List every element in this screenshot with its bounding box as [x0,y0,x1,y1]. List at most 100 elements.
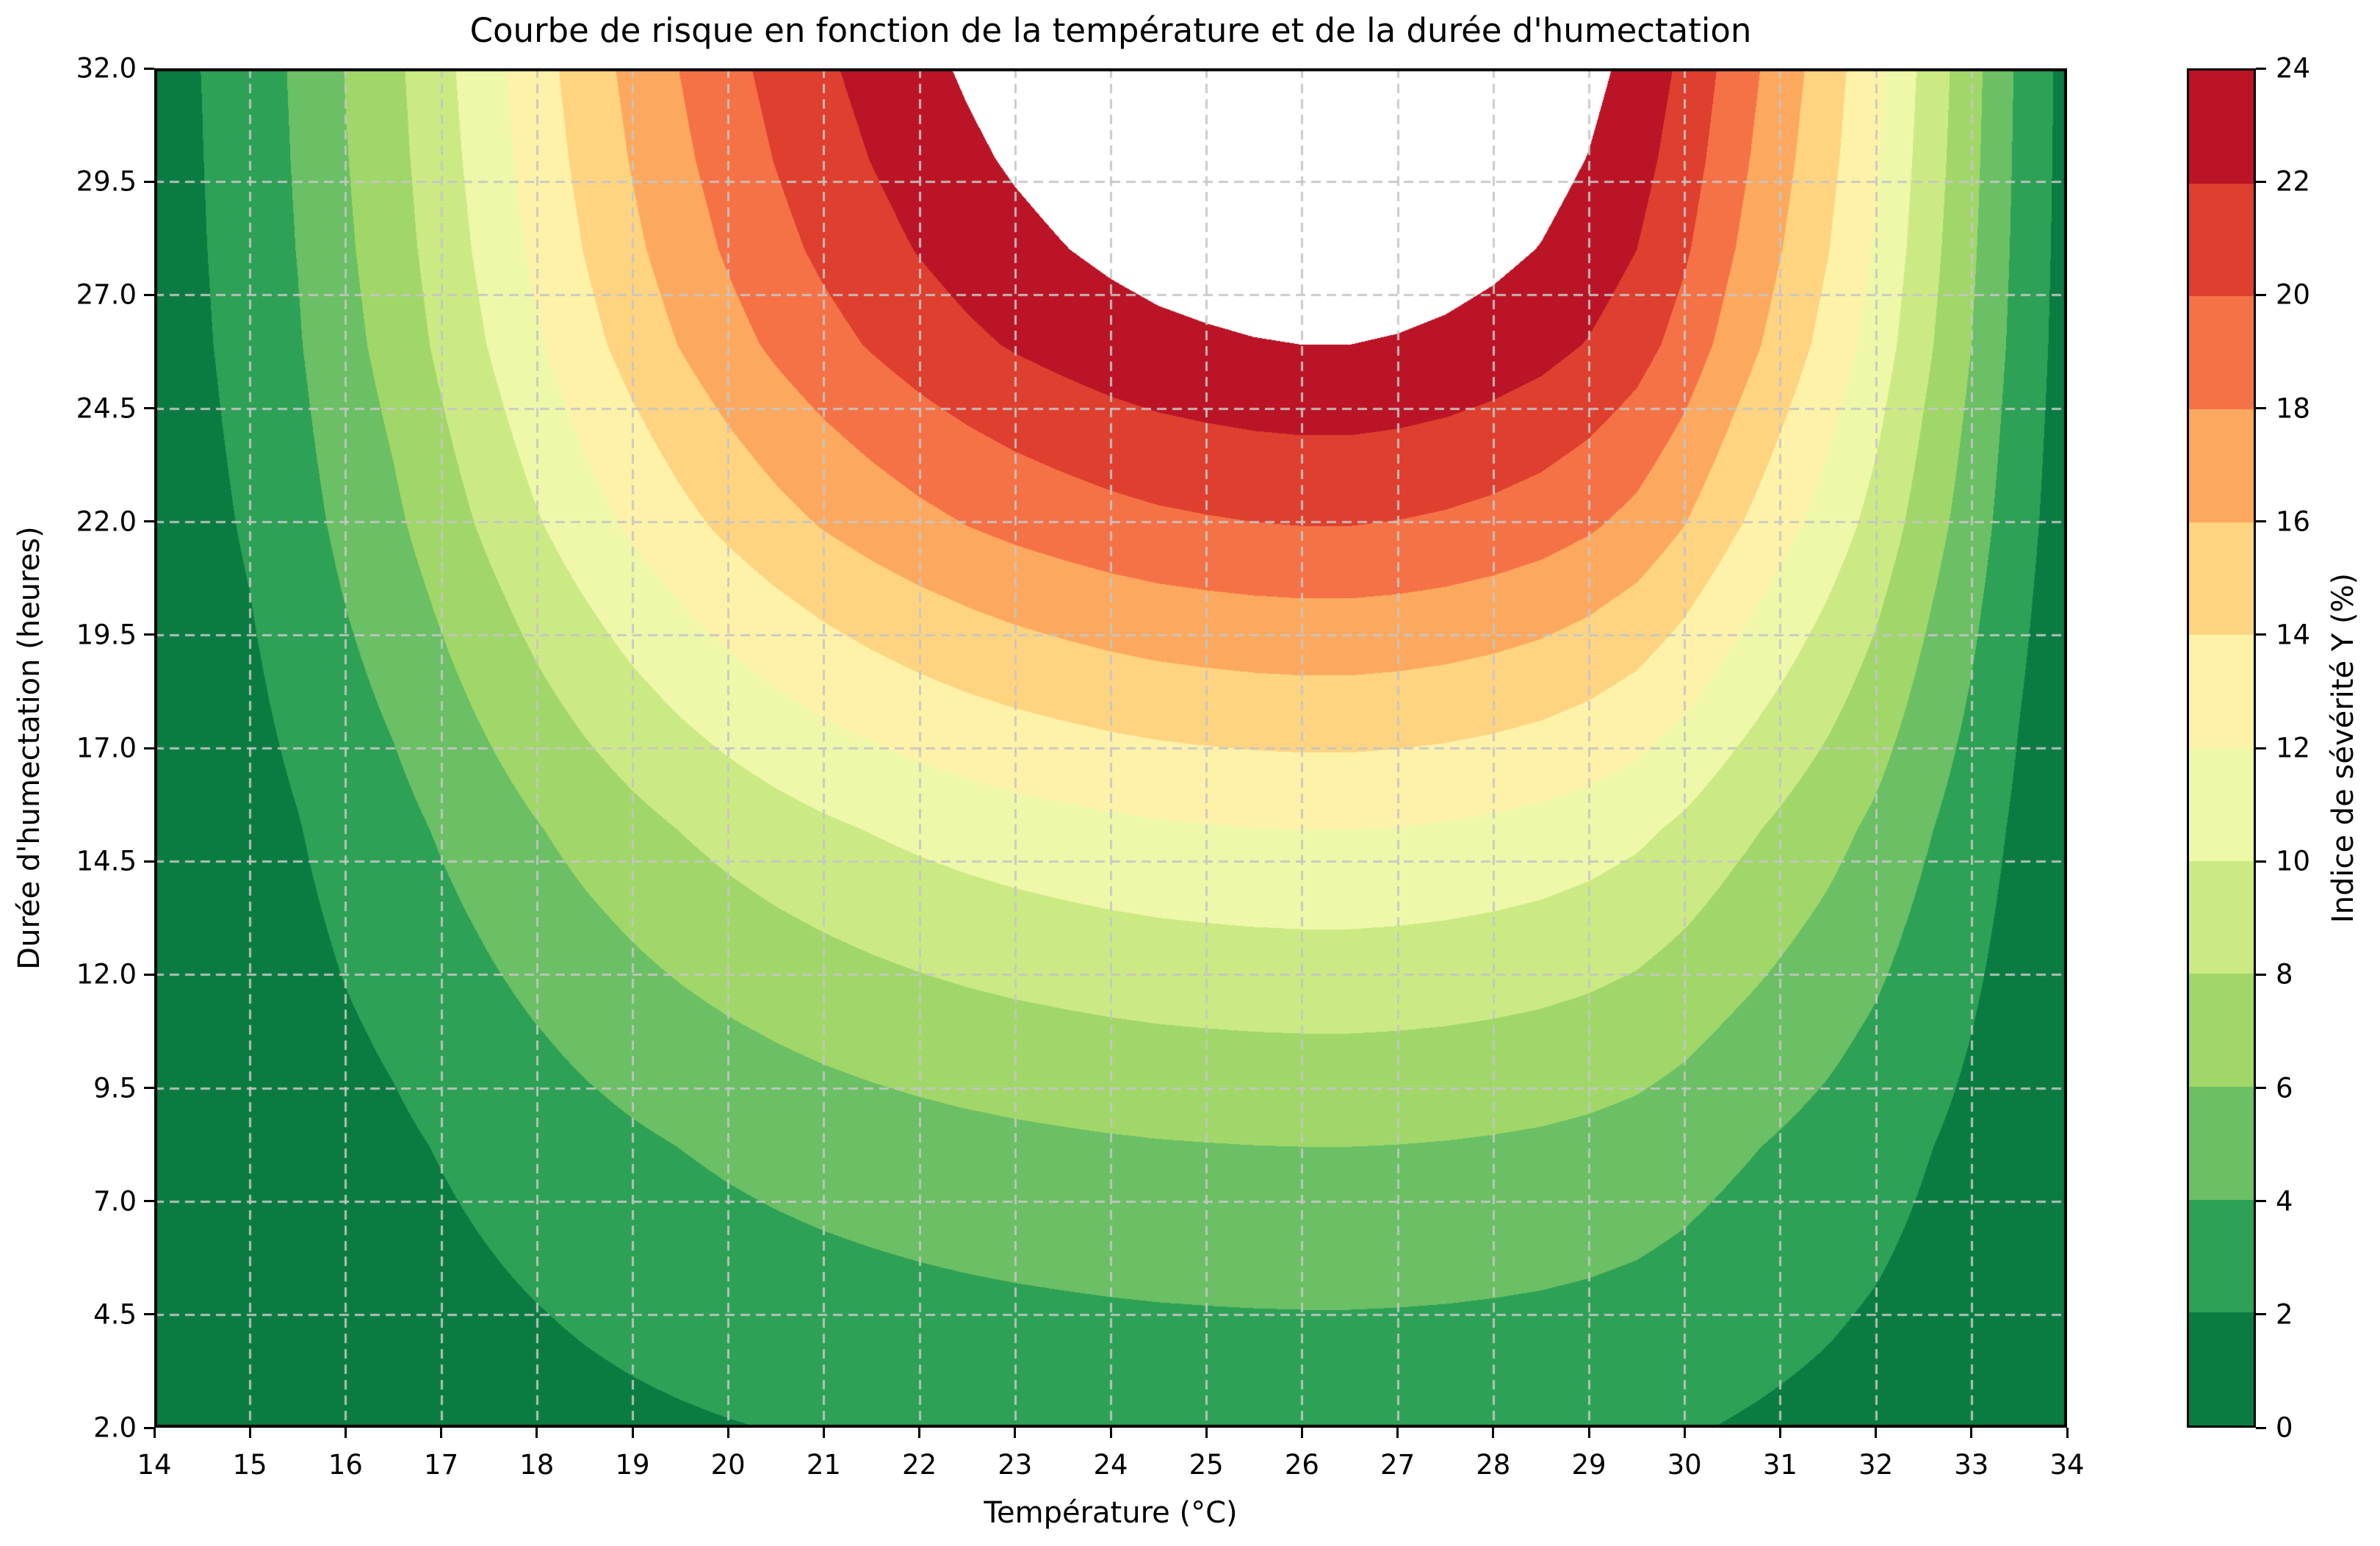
x-tick-label: 31 [1762,1449,1797,1481]
y-tick-mark [144,1313,154,1316]
colorbar-tick-label: 0 [2276,1412,2293,1444]
x-tick-label: 21 [806,1449,841,1481]
x-tick-label: 34 [2049,1449,2085,1481]
x-tick-mark [1300,1428,1303,1438]
x-tick-label: 26 [1284,1449,1319,1481]
colorbar-band [2189,860,2254,974]
x-tick-mark [1014,1428,1017,1438]
x-tick-mark [1875,1428,1878,1438]
colorbar-band [2189,1199,2254,1313]
y-tick-label: 27.0 [76,278,137,311]
x-tick-label: 32 [1858,1449,1894,1481]
colorbar-tick-mark [2256,67,2266,70]
colorbar-band [2189,1312,2254,1426]
x-tick-label: 15 [232,1449,267,1481]
x-tick-label: 22 [902,1449,937,1481]
colorbar-tick-mark [2256,520,2266,523]
y-tick-label: 32.0 [76,52,137,85]
y-tick-mark [144,1087,154,1089]
colorbar-tick-mark [2256,860,2266,863]
colorbar-label: Indice de sévérité Y (%) [2326,572,2360,924]
x-tick-mark [1205,1428,1208,1438]
x-tick-mark [440,1428,443,1438]
contour-plot-canvas [154,68,2067,1428]
x-tick-mark [1587,1428,1590,1438]
colorbar-tick-mark [2256,293,2266,296]
y-tick-label: 24.5 [76,392,137,424]
y-tick-mark [144,1200,154,1203]
x-tick-mark [1396,1428,1399,1438]
y-tick-mark [144,633,154,636]
colorbar-tick-mark [2256,973,2266,976]
x-tick-mark [248,1428,251,1438]
y-tick-mark [144,973,154,976]
y-tick-mark [144,67,154,70]
x-tick-mark [822,1428,825,1438]
y-tick-mark [144,747,154,749]
y-tick-label: 17.0 [76,732,137,764]
x-tick-label: 16 [328,1449,363,1481]
colorbar-tick-label: 18 [2276,392,2311,424]
colorbar-tick-mark [2256,1426,2266,1429]
colorbar-tick-label: 14 [2276,619,2311,651]
colorbar-tick-mark [2256,407,2266,409]
x-tick-mark [536,1428,538,1438]
colorbar-tick-mark [2256,747,2266,749]
x-tick-label: 33 [1954,1449,1989,1481]
y-tick-label: 7.0 [93,1185,137,1218]
x-tick-mark [344,1428,347,1438]
colorbar-band [2189,635,2254,749]
x-tick-label: 28 [1476,1449,1511,1481]
y-tick-label: 29.5 [76,165,137,198]
x-tick-mark [631,1428,634,1438]
colorbar-tick-label: 22 [2276,165,2311,198]
x-tick-label: 23 [998,1449,1033,1481]
y-tick-label: 4.5 [93,1298,137,1331]
x-tick-label: 20 [710,1449,746,1481]
x-axis-label: Température (°C) [984,1496,1238,1530]
y-tick-mark [144,520,154,523]
x-tick-mark [1970,1428,1973,1438]
x-tick-label: 27 [1380,1449,1416,1481]
colorbar-band [2189,296,2254,410]
x-tick-label: 30 [1667,1449,1702,1481]
colorbar-tick-label: 4 [2276,1185,2293,1218]
y-tick-mark [144,293,154,296]
colorbar-band [2189,1087,2254,1200]
x-tick-mark [1683,1428,1686,1438]
colorbar-tick-label: 2 [2276,1298,2293,1331]
x-tick-mark [918,1428,921,1438]
x-tick-label: 14 [137,1449,172,1481]
colorbar-tick-label: 24 [2276,52,2311,85]
x-tick-mark [1109,1428,1112,1438]
colorbar-band [2189,409,2254,522]
colorbar-band [2189,183,2254,297]
chart-title: Courbe de risque en fonction de la tempé… [469,11,1752,50]
colorbar-tick-label: 10 [2276,845,2311,877]
x-tick-label: 17 [424,1449,459,1481]
y-tick-mark [144,860,154,863]
colorbar-band [2189,974,2254,1087]
y-tick-label: 14.5 [76,845,137,877]
y-tick-mark [144,180,154,183]
x-tick-mark [2066,1428,2069,1438]
y-tick-mark [144,1426,154,1429]
colorbar-tick-label: 6 [2276,1072,2293,1104]
colorbar-band [2189,522,2254,636]
x-tick-label: 29 [1571,1449,1606,1481]
colorbar-band [2189,71,2254,184]
y-tick-label: 2.0 [93,1412,137,1444]
y-tick-mark [144,407,154,409]
x-tick-mark [1778,1428,1781,1438]
colorbar-tick-mark [2256,1313,2266,1316]
colorbar-tick-label: 16 [2276,506,2311,538]
x-tick-mark [726,1428,729,1438]
x-tick-mark [1492,1428,1495,1438]
y-axis-label: Durée d'humectation (heures) [12,526,46,970]
colorbar-band [2189,748,2254,861]
colorbar-tick-label: 8 [2276,958,2293,990]
y-tick-label: 9.5 [93,1072,137,1104]
colorbar-tick-mark [2256,1200,2266,1203]
colorbar-tick-mark [2256,180,2266,183]
